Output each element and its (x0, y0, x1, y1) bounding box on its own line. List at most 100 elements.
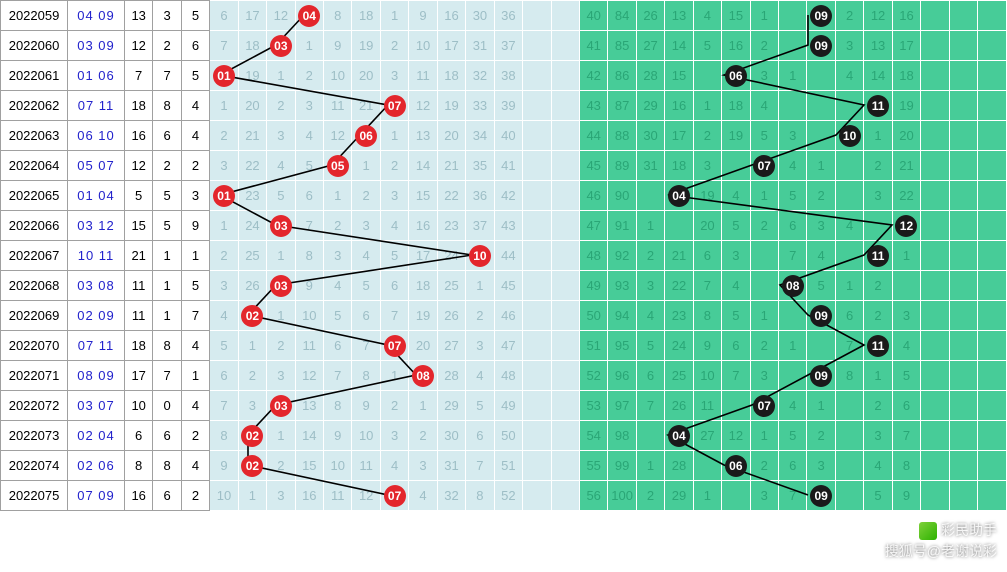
green-trend-cell: 5 (722, 211, 750, 241)
stat-cell: 3 (181, 181, 209, 211)
stat-cell: 6 (153, 421, 181, 451)
green-trend-cell: 06 (722, 451, 750, 481)
green-trend-cell: 5 (750, 121, 778, 151)
green-trend-cell (921, 331, 949, 361)
red-trend-cell: 2 (267, 91, 295, 121)
green-trend-cell: 27 (636, 31, 664, 61)
red-trend-cell: 1 (466, 271, 494, 301)
red-trend-cell: 4 (210, 301, 238, 331)
red-trend-cell: 21 (352, 91, 380, 121)
red-trend-cell (551, 121, 579, 151)
red-trend-cell: 29 (437, 391, 465, 421)
red-trend-cell: 10 (295, 301, 323, 331)
red-trend-cell: 2 (380, 151, 408, 181)
green-trend-cell: 19 (892, 91, 920, 121)
green-trend-cell: 4 (779, 391, 807, 421)
draw-numbers-cell: 01 06 (68, 61, 125, 91)
red-trend-cell: 15 (295, 451, 323, 481)
green-trend-cell: 45 (579, 151, 607, 181)
draw-numbers-cell: 03 12 (68, 211, 125, 241)
green-trend-cell: 91 (608, 211, 636, 241)
green-trend-cell: 98 (608, 421, 636, 451)
stat-cell: 4 (181, 451, 209, 481)
green-trend-cell (779, 301, 807, 331)
red-trend-cell: 31 (437, 451, 465, 481)
period-cell: 2022062 (1, 91, 68, 121)
red-trend-cell: 14 (295, 421, 323, 451)
red-trend-cell (551, 301, 579, 331)
red-trend-cell: 6 (295, 181, 323, 211)
green-trend-cell (693, 451, 721, 481)
green-trend-cell: 92 (608, 241, 636, 271)
green-trend-cell: 6 (636, 361, 664, 391)
green-trend-cell: 17 (892, 31, 920, 61)
red-trend-cell: 12 (267, 1, 295, 31)
black-ball: 12 (895, 215, 917, 237)
stat-cell: 12 (124, 151, 152, 181)
red-trend-cell: 03 (267, 31, 295, 61)
green-trend-cell: 10 (693, 361, 721, 391)
stat-cell: 8 (153, 91, 181, 121)
red-trend-cell: 3 (267, 481, 295, 511)
stat-cell: 17 (124, 361, 152, 391)
red-trend-cell: 34 (466, 121, 494, 151)
red-trend-cell: 22 (238, 151, 266, 181)
green-trend-cell: 2 (807, 421, 835, 451)
green-trend-cell: 85 (608, 31, 636, 61)
red-trend-cell: 9 (409, 1, 437, 31)
green-trend-cell: 09 (807, 481, 835, 511)
stat-cell: 18 (124, 331, 152, 361)
green-trend-cell (978, 481, 1007, 511)
red-trend-cell: 39 (494, 91, 522, 121)
green-trend-cell (892, 271, 920, 301)
red-trend-cell: 15 (409, 181, 437, 211)
green-trend-cell: 11 (864, 241, 892, 271)
red-trend-cell (523, 181, 551, 211)
draw-numbers-cell: 06 10 (68, 121, 125, 151)
green-trend-cell (978, 361, 1007, 391)
black-ball: 07 (753, 395, 775, 417)
red-trend-cell: 25 (238, 241, 266, 271)
green-trend-cell: 8 (693, 301, 721, 331)
red-trend-cell: 40 (494, 121, 522, 151)
green-trend-cell (864, 211, 892, 241)
red-trend-cell (523, 361, 551, 391)
red-trend-cell: 5 (352, 271, 380, 301)
green-trend-cell (835, 151, 863, 181)
red-trend-cell: 1 (380, 1, 408, 31)
green-trend-cell: 06 (722, 61, 750, 91)
table-row: 202206803 081115326039456182514549933227… (1, 271, 1007, 301)
stat-cell: 2 (181, 481, 209, 511)
red-trend-cell: 2 (210, 121, 238, 151)
green-trend-cell (921, 241, 949, 271)
red-trend-cell: 7 (466, 451, 494, 481)
green-trend-cell: 5 (892, 361, 920, 391)
red-ball: 03 (270, 35, 292, 57)
table-row: 202206603 121559124037234162337434791120… (1, 211, 1007, 241)
green-trend-cell: 4 (722, 271, 750, 301)
green-trend-cell: 96 (608, 361, 636, 391)
green-trend-cell (921, 301, 949, 331)
red-trend-cell: 2 (295, 61, 323, 91)
red-ball: 06 (355, 125, 377, 147)
green-trend-cell: 13 (665, 1, 693, 31)
green-trend-cell: 11 (693, 391, 721, 421)
red-trend-cell: 3 (210, 271, 238, 301)
table-row: 202206101 067750119121020311183238428628… (1, 61, 1007, 91)
red-trend-cell: 1 (295, 31, 323, 61)
green-trend-cell: 6 (892, 391, 920, 421)
table-row: 202206207 111884120231121071219333943872… (1, 91, 1007, 121)
green-trend-cell: 87 (608, 91, 636, 121)
red-trend-cell: 03 (267, 211, 295, 241)
green-trend-cell: 19 (722, 121, 750, 151)
stat-cell: 5 (124, 181, 152, 211)
green-trend-cell (722, 391, 750, 421)
stat-cell: 6 (124, 421, 152, 451)
green-trend-cell: 4 (835, 61, 863, 91)
green-trend-cell: 14 (665, 31, 693, 61)
red-trend-cell (551, 391, 579, 421)
green-trend-cell: 100 (608, 481, 636, 511)
green-trend-cell (949, 481, 977, 511)
green-trend-cell: 27 (693, 421, 721, 451)
red-trend-cell: 4 (380, 211, 408, 241)
